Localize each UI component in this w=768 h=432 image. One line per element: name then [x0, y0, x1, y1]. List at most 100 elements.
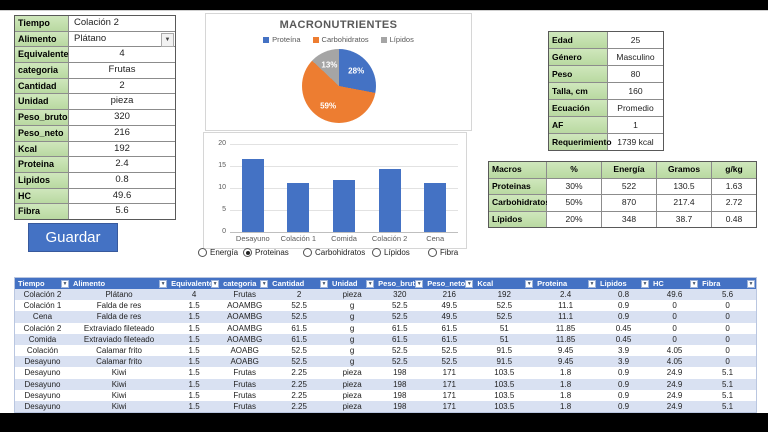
table-cell[interactable]: g — [349, 312, 355, 322]
table-cell[interactable]: 171 — [442, 368, 456, 378]
table-cell[interactable]: 51 — [499, 334, 509, 344]
metric-radio-fibra[interactable]: Fibra — [428, 248, 458, 257]
table-cell[interactable]: 49.5 — [441, 312, 458, 322]
table-cell[interactable]: Frutas — [233, 401, 256, 411]
table-cell[interactable]: 1.5 — [188, 379, 200, 389]
table-cell[interactable]: 52.5 — [441, 357, 458, 367]
table-cell[interactable]: 198 — [393, 379, 407, 389]
form-value-kcal[interactable]: 192 — [114, 142, 130, 154]
filter-dropdown-icon[interactable]: ▼ — [366, 279, 375, 288]
table-cell[interactable]: 320 — [393, 290, 407, 299]
table-cell[interactable]: 0 — [725, 323, 730, 333]
table-cell[interactable]: 61.5 — [291, 334, 307, 344]
form-value-cantidad[interactable]: 2 — [119, 79, 125, 91]
filter-dropdown-icon[interactable]: ▼ — [587, 279, 596, 288]
table-cell[interactable]: pieza — [342, 401, 362, 411]
table-cell[interactable]: 0 — [725, 345, 730, 355]
form-value-lipidos[interactable]: 0.8 — [115, 173, 129, 185]
form-value-equivalente[interactable]: 4 — [119, 48, 125, 60]
form-value-peso_bruto[interactable]: 320 — [114, 111, 130, 123]
table-cell[interactable]: Frutas — [233, 368, 256, 378]
filter-dropdown-icon[interactable]: ▼ — [640, 279, 649, 288]
table-cell[interactable]: Kiwi — [111, 401, 127, 411]
table-cell[interactable]: g — [349, 334, 355, 344]
table-cell[interactable]: Colación 2 — [23, 323, 62, 333]
table-cell[interactable]: 1.5 — [188, 390, 200, 400]
table-cell[interactable]: 2.25 — [291, 390, 307, 400]
macros-value-cell[interactable]: 20% — [547, 211, 602, 227]
table-cell[interactable]: Kiwi — [111, 368, 127, 378]
metric-radio-lípidos[interactable]: Lípidos — [372, 248, 410, 257]
table-cell[interactable]: 52.5 — [391, 357, 408, 367]
filter-dropdown-icon[interactable]: ▼ — [159, 279, 168, 288]
table-cell[interactable]: 1.5 — [188, 323, 200, 333]
macros-value-cell[interactable]: 130.5 — [657, 178, 712, 194]
macros-value-cell[interactable]: 30% — [547, 178, 602, 194]
table-cell[interactable]: 4.05 — [666, 345, 683, 355]
table-cell[interactable]: 0 — [672, 323, 677, 333]
profile-value[interactable]: 1739 kcal — [617, 137, 654, 147]
table-cell[interactable]: 0.9 — [617, 401, 630, 411]
table-cell[interactable]: 5.1 — [721, 368, 734, 378]
table-cell[interactable]: 61.5 — [441, 334, 458, 344]
table-cell[interactable]: AOAMBG — [227, 312, 263, 322]
form-value-fibra[interactable]: 5.6 — [115, 205, 129, 217]
table-cell[interactable]: 61.5 — [391, 323, 408, 333]
table-cell[interactable]: 2.25 — [291, 379, 307, 389]
filter-dropdown-icon[interactable]: ▼ — [211, 279, 220, 288]
table-cell[interactable]: 0 — [672, 334, 677, 344]
table-cell[interactable]: 0.9 — [617, 390, 630, 400]
table-cell[interactable]: 171 — [442, 401, 456, 411]
table-cell[interactable]: 1.5 — [188, 334, 200, 344]
table-cell[interactable]: 198 — [393, 401, 407, 411]
table-cell[interactable]: 1.5 — [188, 357, 200, 367]
filter-dropdown-icon[interactable]: ▼ — [746, 279, 755, 288]
filter-dropdown-icon[interactable]: ▼ — [690, 279, 699, 288]
table-cell[interactable]: 9.45 — [557, 345, 574, 355]
table-cell[interactable]: AOABG — [230, 345, 259, 355]
table-cell[interactable]: 0.9 — [617, 368, 630, 378]
table-cell[interactable]: 2.4 — [560, 290, 572, 299]
table-cell[interactable]: 103.5 — [494, 368, 515, 378]
table-cell[interactable]: 198 — [393, 390, 407, 400]
form-value-categoria[interactable]: Frutas — [108, 64, 136, 76]
macros-value-cell[interactable]: 0.48 — [712, 211, 756, 227]
table-cell[interactable]: Plátano — [105, 290, 133, 299]
table-cell[interactable]: 5.1 — [721, 401, 734, 411]
table-cell[interactable]: 0 — [725, 357, 730, 367]
table-cell[interactable]: AOABG — [230, 357, 259, 367]
table-cell[interactable]: 0 — [725, 312, 730, 322]
table-cell[interactable]: 11.1 — [558, 312, 574, 322]
table-cell[interactable]: 11.1 — [558, 301, 574, 311]
table-cell[interactable]: Falda de res — [96, 312, 142, 322]
table-cell[interactable]: 1.8 — [560, 379, 572, 389]
table-cell[interactable]: AOAMBG — [227, 301, 263, 311]
table-cell[interactable]: 52.5 — [291, 301, 307, 311]
profile-value[interactable]: 1 — [633, 120, 638, 130]
table-cell[interactable]: Desayuno — [24, 390, 61, 400]
table-cell[interactable]: 61.5 — [291, 323, 307, 333]
form-value-hc[interactable]: 49.6 — [112, 189, 132, 201]
macros-value-cell[interactable]: 348 — [602, 211, 657, 227]
form-value-unidad[interactable]: pieza — [110, 95, 134, 107]
form-value-peso_neto[interactable]: 216 — [114, 126, 130, 138]
table-cell[interactable]: 11.85 — [555, 334, 576, 344]
table-cell[interactable]: 1.5 — [188, 368, 200, 378]
table-cell[interactable]: 103.5 — [494, 401, 515, 411]
table-cell[interactable]: 24.9 — [666, 379, 683, 389]
macros-value-cell[interactable]: 50% — [547, 195, 602, 211]
table-cell[interactable]: 9.45 — [557, 357, 574, 367]
table-cell[interactable]: Desayuno — [24, 379, 61, 389]
table-cell[interactable]: 0 — [725, 301, 730, 311]
profile-value[interactable]: 25 — [630, 35, 641, 45]
metric-radio-proteinas[interactable]: Proteinas — [243, 248, 289, 257]
table-cell[interactable]: 192 — [497, 290, 511, 299]
table-cell[interactable]: 91.5 — [496, 345, 513, 355]
macros-value-cell[interactable]: 217.4 — [657, 195, 712, 211]
table-cell[interactable]: 11.85 — [555, 323, 576, 333]
table-cell[interactable]: 52.5 — [441, 345, 458, 355]
table-cell[interactable]: 52.5 — [291, 312, 307, 322]
table-cell[interactable]: Calamar frito — [96, 345, 142, 355]
filter-dropdown-icon[interactable]: ▼ — [260, 279, 269, 288]
table-cell[interactable]: 3.9 — [617, 345, 630, 355]
